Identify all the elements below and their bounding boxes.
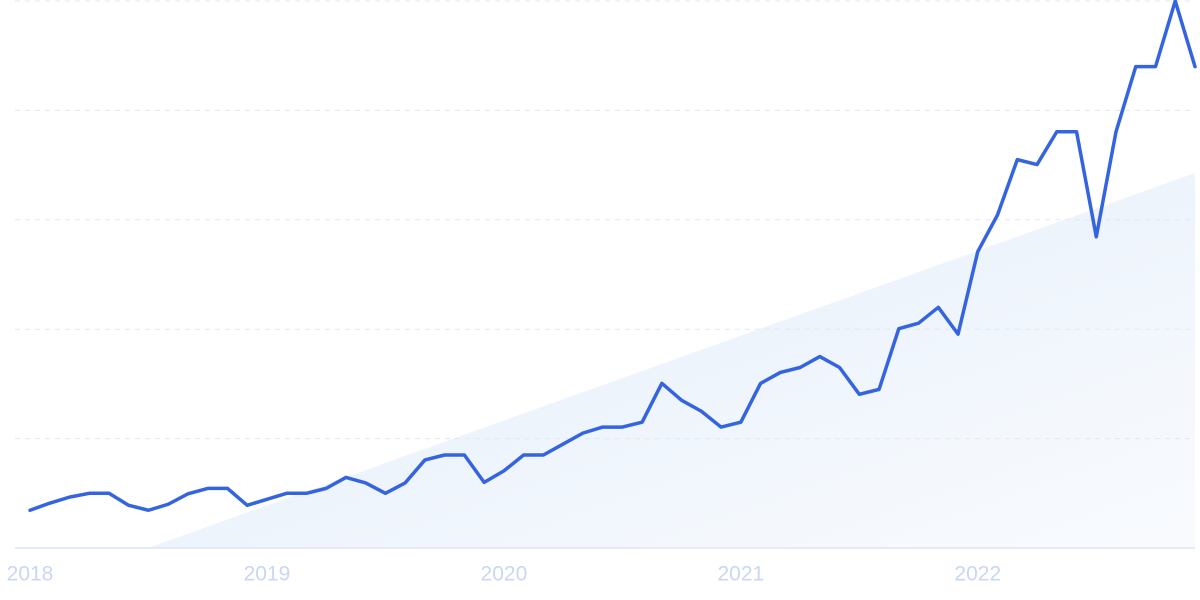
x-tick-label: 2022 bbox=[954, 563, 1001, 586]
trend-area bbox=[148, 173, 1195, 548]
x-tick-label: 2018 bbox=[7, 563, 54, 586]
x-tick-label: 2019 bbox=[244, 563, 291, 586]
x-tick-label: 2020 bbox=[481, 563, 528, 586]
x-tick-label: 2021 bbox=[717, 563, 764, 586]
data-line bbox=[28, 0, 1197, 513]
